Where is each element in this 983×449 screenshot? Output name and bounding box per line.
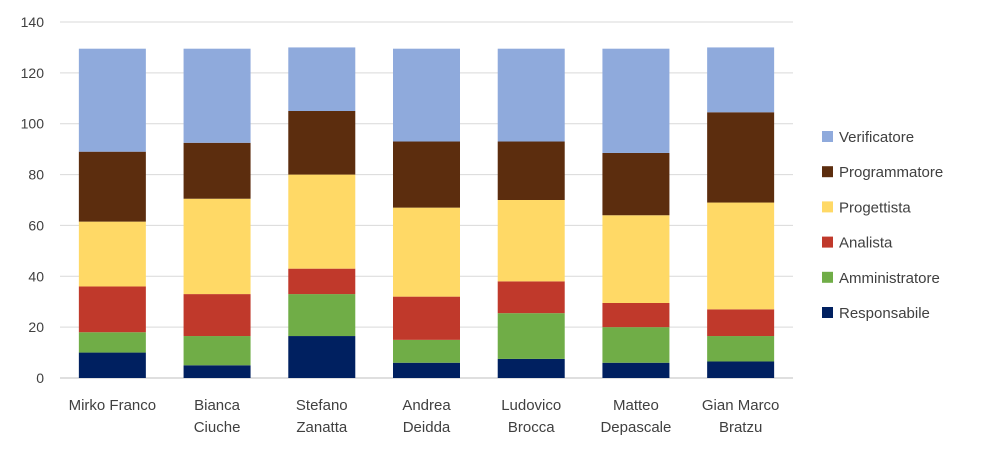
bar-segment-verificatore (602, 48, 670, 153)
bar-segment-analista (393, 296, 460, 340)
bar-segment-progettista (497, 200, 565, 282)
bar-segment-analista (602, 302, 670, 328)
x-tick-label: Matteo (613, 397, 659, 414)
legend-label: Programmatore (839, 164, 943, 181)
bar-segment-amministratore (497, 313, 565, 359)
x-tick-label: Zanatta (296, 419, 348, 436)
legend-swatch (822, 271, 833, 283)
y-axis: 0 20 40 60 80 100 120 140 (21, 14, 45, 386)
bar-segment-verificatore (183, 48, 251, 143)
legend-swatch (822, 131, 833, 142)
y-tick-label: 20 (28, 319, 44, 335)
y-tick-label: 60 (28, 217, 44, 233)
bar-segment-amministratore (78, 332, 146, 353)
bars (78, 47, 775, 378)
y-tick-label: 140 (21, 14, 45, 30)
y-tick-label: 0 (36, 370, 44, 386)
x-tick-label: Brocca (508, 419, 555, 436)
bar-segment-responsabile (497, 358, 565, 378)
bar-segment-verificatore (393, 48, 460, 142)
bar-segment-verificatore (497, 48, 565, 142)
x-tick-label: Mirko Franco (69, 397, 157, 414)
bar-segment-progettista (183, 198, 251, 295)
y-tick-label: 100 (21, 116, 45, 132)
bar-segment-programmatore (602, 152, 670, 216)
y-tick-label: 40 (28, 268, 44, 284)
legend-swatch (822, 166, 833, 178)
bar-segment-verificatore (288, 47, 356, 111)
legend-swatch (822, 236, 833, 248)
legend-label: Analista (839, 235, 893, 252)
x-tick-label: Ciuche (194, 419, 241, 436)
bar-segment-responsabile (288, 336, 356, 378)
x-tick-label: Stefano (296, 397, 348, 414)
bar-segment-progettista (393, 207, 460, 297)
bar-segment-programmatore (78, 151, 146, 222)
bar-segment-amministratore (602, 327, 670, 363)
bar-segment-progettista (288, 174, 356, 269)
legend-swatch (822, 201, 833, 213)
legend-label: Amministratore (839, 270, 940, 287)
x-axis: Mirko Franco Bianca Ciuche Stefano Zanatta An… (69, 397, 780, 436)
bar-segment-progettista (78, 221, 146, 287)
legend-label: Responsabile (839, 305, 930, 322)
bar-segment-responsabile (183, 365, 251, 378)
legend-swatch (822, 307, 833, 318)
bar-segment-amministratore (288, 294, 356, 337)
x-tick-label: Depascale (600, 419, 671, 436)
bar-segment-responsabile (78, 352, 146, 378)
x-tick-label: Bratzu (719, 419, 762, 436)
bar-segment-analista (288, 268, 356, 295)
bar-segment-analista (78, 286, 146, 333)
bar-segment-analista (707, 309, 775, 337)
bar-segment-programmatore (707, 112, 775, 203)
bar-segment-programmatore (288, 111, 356, 175)
bar-segment-programmatore (497, 141, 565, 200)
bar-segment-progettista (602, 215, 670, 303)
x-tick-label: Andrea (402, 397, 451, 414)
bar-segment-verificatore (78, 48, 146, 152)
bar-segment-programmatore (393, 141, 460, 208)
legend-label: Verificatore (839, 129, 914, 146)
x-tick-label: Gian Marco (702, 397, 780, 414)
bar-segment-amministratore (707, 336, 775, 362)
bar-segment-analista (497, 281, 565, 314)
bar-segment-responsabile (393, 362, 460, 378)
legend: Verificatore Programmatore Progettista Anal… (822, 129, 943, 322)
legend-label: Progettista (839, 199, 911, 216)
x-tick-label: Deidda (403, 419, 451, 436)
bar-segment-responsabile (602, 362, 670, 378)
bar-segment-verificatore (707, 47, 775, 113)
y-tick-label: 120 (21, 65, 45, 81)
x-tick-label: Bianca (194, 397, 241, 414)
bar-segment-amministratore (183, 336, 251, 366)
bar-segment-progettista (707, 202, 775, 310)
bar-segment-analista (183, 294, 251, 337)
bar-segment-amministratore (393, 339, 460, 363)
bar-segment-programmatore (183, 142, 251, 199)
bar-segment-responsabile (707, 361, 775, 378)
y-tick-label: 80 (28, 167, 44, 183)
x-tick-label: Ludovico (501, 397, 561, 414)
